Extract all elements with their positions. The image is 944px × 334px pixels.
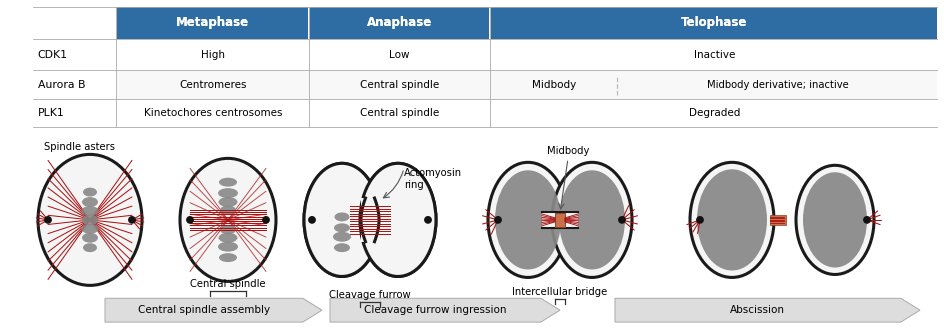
Ellipse shape xyxy=(83,188,97,197)
Ellipse shape xyxy=(82,233,98,243)
Ellipse shape xyxy=(333,223,349,232)
Text: Intercellular bridge: Intercellular bridge xyxy=(512,287,607,297)
Ellipse shape xyxy=(304,163,379,277)
Ellipse shape xyxy=(495,170,561,270)
Ellipse shape xyxy=(689,162,773,278)
Text: Cleavage furrow ingression: Cleavage furrow ingression xyxy=(363,305,506,315)
Bar xyxy=(542,212,578,228)
Ellipse shape xyxy=(304,163,379,277)
Ellipse shape xyxy=(559,170,624,270)
Circle shape xyxy=(863,217,869,223)
Ellipse shape xyxy=(220,225,236,234)
Text: Actomyosin
ring: Actomyosin ring xyxy=(404,168,462,190)
Text: Metaphase: Metaphase xyxy=(176,16,249,29)
Text: Telophase: Telophase xyxy=(681,16,747,29)
Ellipse shape xyxy=(334,212,349,221)
Circle shape xyxy=(425,217,430,223)
Text: Aurora B: Aurora B xyxy=(38,80,85,90)
Text: Degraded: Degraded xyxy=(688,108,739,118)
Ellipse shape xyxy=(219,178,237,187)
Circle shape xyxy=(696,217,702,223)
Ellipse shape xyxy=(81,224,98,234)
Text: Kinetochores centrosomes: Kinetochores centrosomes xyxy=(143,108,281,118)
Text: Metaphase: Metaphase xyxy=(176,16,249,29)
Bar xyxy=(117,71,936,99)
Ellipse shape xyxy=(219,253,237,262)
Ellipse shape xyxy=(82,197,98,207)
Text: Telophase: Telophase xyxy=(681,16,747,29)
Text: Abscission: Abscission xyxy=(730,305,784,315)
Ellipse shape xyxy=(795,165,873,275)
Bar xyxy=(491,7,936,39)
Bar xyxy=(117,7,308,39)
Ellipse shape xyxy=(179,158,276,282)
Ellipse shape xyxy=(360,163,435,277)
Circle shape xyxy=(495,217,500,223)
Text: High: High xyxy=(200,50,225,60)
Text: Cleavage furrow: Cleavage furrow xyxy=(329,290,411,300)
Ellipse shape xyxy=(218,188,238,198)
Ellipse shape xyxy=(332,232,350,242)
Circle shape xyxy=(309,217,315,223)
Polygon shape xyxy=(105,298,322,322)
Ellipse shape xyxy=(487,162,567,278)
Bar xyxy=(310,7,489,39)
Ellipse shape xyxy=(551,162,632,278)
Circle shape xyxy=(44,217,51,223)
Ellipse shape xyxy=(218,242,238,252)
Bar xyxy=(117,41,936,69)
Text: Midbody derivative; inactive: Midbody derivative; inactive xyxy=(706,80,848,90)
Bar xyxy=(361,198,379,242)
Ellipse shape xyxy=(218,233,237,243)
Ellipse shape xyxy=(218,197,237,207)
Bar xyxy=(769,215,785,225)
Ellipse shape xyxy=(38,154,142,285)
Ellipse shape xyxy=(220,205,236,214)
Bar xyxy=(117,99,936,127)
Text: Low: Low xyxy=(389,50,410,60)
Text: Midbody: Midbody xyxy=(531,80,575,90)
Circle shape xyxy=(618,217,625,223)
Text: Midbody: Midbody xyxy=(547,146,588,156)
Text: Central spindle: Central spindle xyxy=(360,80,439,90)
Bar xyxy=(554,213,565,227)
Text: Centromeres: Centromeres xyxy=(178,80,246,90)
Ellipse shape xyxy=(802,172,866,268)
Text: Central spindle: Central spindle xyxy=(360,108,439,118)
Text: Central spindle assembly: Central spindle assembly xyxy=(138,305,270,315)
Text: Spindle asters: Spindle asters xyxy=(44,143,115,153)
Ellipse shape xyxy=(697,169,767,271)
Circle shape xyxy=(128,217,135,223)
Polygon shape xyxy=(615,298,919,322)
Text: PLK1: PLK1 xyxy=(38,108,64,118)
Ellipse shape xyxy=(333,243,349,252)
Text: Anaphase: Anaphase xyxy=(366,16,432,29)
Circle shape xyxy=(187,217,193,223)
Polygon shape xyxy=(329,298,560,322)
Ellipse shape xyxy=(83,243,97,252)
Ellipse shape xyxy=(360,163,435,277)
Ellipse shape xyxy=(81,206,98,216)
Text: CDK1: CDK1 xyxy=(38,50,68,60)
Text: Anaphase: Anaphase xyxy=(366,16,432,29)
Circle shape xyxy=(262,217,269,223)
Text: Central spindle: Central spindle xyxy=(190,279,265,289)
Text: Inactive: Inactive xyxy=(693,50,734,60)
Ellipse shape xyxy=(82,214,98,225)
